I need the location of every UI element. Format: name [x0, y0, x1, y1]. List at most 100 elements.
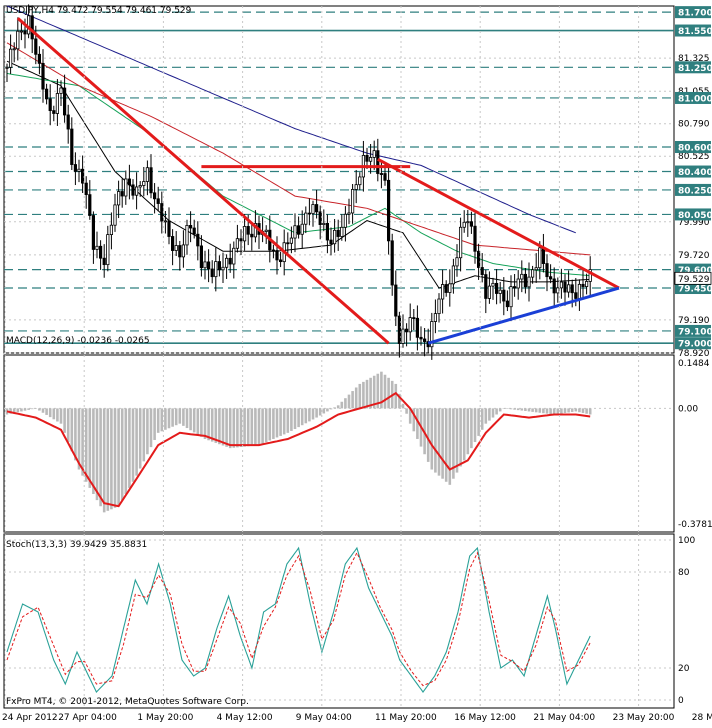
candle-body: [383, 173, 387, 181]
candle-body: [491, 282, 495, 287]
macd-histogram-bar: [124, 408, 128, 495]
macd-histogram-bar: [84, 408, 88, 482]
macd-histogram-bar: [516, 408, 520, 411]
candle-body: [95, 245, 99, 250]
candle-body: [563, 281, 567, 293]
candle-body: [102, 257, 106, 266]
candle-body: [577, 283, 582, 299]
macd-histogram-bar: [38, 408, 41, 411]
candle-body: [343, 213, 348, 228]
macd-histogram-bar: [250, 408, 254, 446]
current-price-label: 79.529: [678, 275, 710, 285]
macd-histogram-bar: [246, 408, 250, 447]
candle-body: [462, 221, 466, 228]
macd-histogram-bar: [70, 408, 74, 452]
macd-histogram-bar: [430, 408, 434, 470]
candle-body: [516, 278, 520, 289]
level-badge: [675, 91, 711, 104]
macd-histogram-bar: [9, 408, 12, 414]
candle-body: [545, 263, 549, 278]
level-badge-label: 80.050: [678, 211, 712, 221]
candle-body: [37, 53, 42, 64]
candle-body: [149, 167, 153, 194]
candle-body: [138, 185, 142, 188]
stoch-main-line: [6, 546, 591, 693]
candle-body: [585, 281, 589, 287]
candle-body: [185, 225, 189, 246]
level-badge-label: 81.000: [678, 94, 712, 104]
candle-body: [444, 284, 448, 293]
candle-body: [473, 225, 477, 252]
macd-histogram-bar: [466, 408, 470, 455]
candle-body: [476, 250, 481, 268]
candle-body: [379, 173, 384, 175]
level-badge: [675, 183, 711, 196]
candle-body: [84, 182, 88, 196]
candle-body: [531, 269, 535, 278]
level-badge-label: 81.700: [678, 9, 712, 19]
candle-body: [311, 204, 315, 214]
macd-histogram-bar: [156, 408, 160, 433]
candle-body: [170, 236, 175, 251]
candle-body: [224, 257, 229, 268]
level-badge-label: 80.600: [678, 144, 712, 154]
x-tick-label: 1 May 20:00: [137, 713, 193, 723]
candle-body: [246, 226, 250, 235]
candle-body: [538, 247, 542, 269]
candle-body: [430, 321, 434, 348]
level-badge-label: 79.100: [678, 327, 712, 337]
candle-body: [408, 317, 412, 333]
macd-histogram-bar: [383, 374, 387, 409]
macd-histogram-bar: [408, 408, 412, 424]
candle-body: [494, 282, 499, 294]
candle-body: [30, 15, 34, 40]
macd-histogram-bar: [203, 408, 207, 439]
macd-histogram-bar: [527, 408, 531, 412]
macd-histogram-bar: [207, 408, 210, 441]
level-badge: [675, 6, 711, 19]
candle-body: [142, 181, 146, 186]
macd-histogram-bar: [509, 408, 513, 410]
macd-histogram-bar: [552, 408, 556, 415]
candle-body: [271, 249, 276, 252]
macd-histogram-bar: [142, 408, 146, 462]
candle-body: [232, 247, 236, 265]
candle-body: [217, 261, 221, 271]
candle-body: [113, 204, 117, 226]
candle-body: [458, 226, 463, 259]
macd-histogram-bar: [30, 408, 34, 410]
candle-body: [235, 238, 239, 249]
macd-histogram-bar: [196, 408, 200, 435]
macd-histogram-bar: [578, 408, 581, 413]
candle-body: [188, 225, 193, 229]
macd-histogram-bar: [480, 408, 484, 430]
candle-body: [221, 266, 225, 271]
x-tick-label: 16 May 12:00: [454, 713, 516, 723]
macd-histogram-bar: [470, 408, 473, 449]
macd-histogram-bar: [462, 408, 466, 461]
macd-histogram-bar: [570, 408, 574, 412]
candle-body: [152, 192, 157, 200]
macd-histogram-bar: [77, 408, 81, 470]
macd-histogram-bar: [455, 408, 459, 473]
macd-histogram-bar: [444, 408, 448, 482]
macd-histogram-bar: [52, 408, 56, 420]
macd-histogram-bar: [326, 408, 329, 412]
macd-histogram-bar: [502, 408, 506, 409]
candle-body: [174, 245, 178, 251]
macd-histogram-bar: [221, 408, 225, 446]
macd-histogram-bar: [380, 371, 383, 409]
macd-histogram-bar: [138, 408, 142, 469]
macd-histogram-bar: [534, 408, 538, 413]
stoch-signal-line: [6, 551, 591, 687]
candle-body: [412, 317, 416, 319]
macd-histogram-bar: [81, 408, 84, 476]
macd-label: MACD(12,26,9) -0.0236 -0.0265: [6, 336, 150, 346]
macd-histogram-bar: [333, 407, 336, 409]
level-badge: [675, 141, 711, 154]
y-tick-label: 79.190: [678, 316, 710, 326]
level-badge-label: 79.450: [678, 285, 712, 295]
candle-body: [455, 257, 459, 267]
y-tick-label: 79.990: [678, 218, 710, 228]
macd-histogram-bar: [405, 408, 408, 414]
